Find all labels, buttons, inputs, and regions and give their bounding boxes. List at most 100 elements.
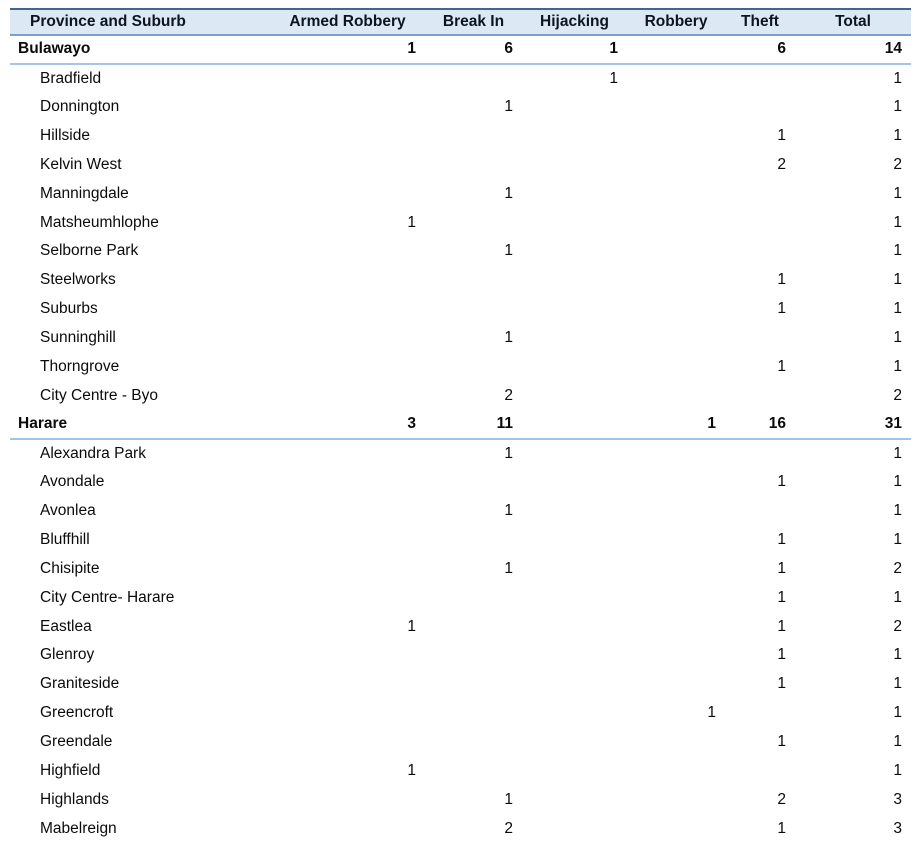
cell-robbery[interactable] (627, 641, 725, 670)
cell-armed_robbery[interactable]: 1 (407, 213, 416, 231)
cell-break_in[interactable]: 1 (504, 329, 513, 347)
cell-armed_robbery[interactable] (270, 583, 425, 612)
cell-total[interactable]: 1 (893, 473, 902, 491)
cell-total[interactable]: 2 (893, 617, 902, 635)
cell-armed_robbery[interactable] (270, 237, 425, 266)
cell-robbery[interactable]: 1 (707, 704, 716, 722)
cell-hijacking[interactable] (522, 295, 627, 324)
cell-hijacking[interactable] (522, 352, 627, 381)
suburb-label[interactable]: Suburbs (40, 300, 98, 318)
cell-hijacking[interactable] (522, 266, 627, 295)
suburb-label[interactable]: Graniteside (40, 675, 120, 693)
cell-total[interactable]: 1 (893, 531, 902, 549)
cell-hijacking[interactable]: 1 (609, 69, 618, 87)
suburb-label[interactable]: Selborne Park (40, 242, 139, 260)
cell-hijacking[interactable] (522, 324, 627, 353)
cell-robbery[interactable] (627, 554, 725, 583)
cell-robbery[interactable] (627, 35, 725, 65)
cell-robbery[interactable] (627, 670, 725, 699)
cell-break_in[interactable]: 6 (425, 35, 522, 65)
province-label[interactable]: Bulawayo (10, 35, 270, 65)
cell-total[interactable]: 3 (893, 819, 902, 837)
cell-robbery[interactable]: 1 (627, 410, 725, 441)
cell-armed_robbery[interactable] (270, 670, 425, 699)
cell-armed_robbery[interactable] (270, 295, 425, 324)
cell-armed_robbery[interactable] (270, 554, 425, 583)
cell-break_in[interactable] (425, 150, 522, 179)
cell-robbery[interactable] (627, 237, 725, 266)
cell-robbery[interactable] (627, 179, 725, 208)
cell-robbery[interactable] (627, 93, 725, 122)
cell-break_in[interactable]: 2 (504, 819, 513, 837)
cell-total[interactable]: 2 (893, 386, 902, 404)
cell-robbery[interactable] (627, 122, 725, 151)
cell-theft[interactable]: 1 (777, 531, 786, 549)
cell-theft[interactable] (725, 699, 795, 728)
cell-robbery[interactable] (627, 295, 725, 324)
cell-theft[interactable]: 16 (725, 410, 795, 441)
cell-theft[interactable]: 1 (777, 617, 786, 635)
cell-armed_robbery[interactable] (270, 728, 425, 757)
cell-robbery[interactable] (627, 150, 725, 179)
cell-hijacking[interactable] (522, 814, 627, 843)
cell-armed_robbery[interactable]: 3 (270, 410, 425, 441)
cell-break_in[interactable]: 1 (504, 559, 513, 577)
cell-break_in[interactable] (425, 526, 522, 555)
suburb-label[interactable]: Avondale (40, 473, 105, 491)
cell-theft[interactable] (725, 381, 795, 410)
cell-hijacking[interactable] (522, 670, 627, 699)
header-province-and-suburb[interactable]: Province and Suburb (10, 8, 270, 36)
cell-total[interactable]: 1 (893, 98, 902, 116)
cell-total[interactable]: 14 (795, 35, 911, 65)
cell-robbery[interactable] (627, 497, 725, 526)
cell-total[interactable]: 1 (893, 242, 902, 260)
cell-theft[interactable] (725, 497, 795, 526)
cell-total[interactable]: 1 (893, 733, 902, 751)
cell-total[interactable]: 1 (893, 761, 902, 779)
cell-armed_robbery[interactable] (270, 352, 425, 381)
cell-total[interactable]: 1 (893, 271, 902, 289)
cell-theft[interactable] (725, 64, 795, 93)
cell-hijacking[interactable] (522, 728, 627, 757)
cell-robbery[interactable] (627, 785, 725, 814)
suburb-label[interactable]: Highfield (40, 761, 101, 779)
cell-break_in[interactable] (425, 266, 522, 295)
suburb-label[interactable]: Greencroft (40, 704, 114, 722)
cell-break_in[interactable] (425, 699, 522, 728)
cell-armed_robbery[interactable] (270, 150, 425, 179)
cell-total[interactable]: 1 (893, 704, 902, 722)
cell-robbery[interactable] (627, 381, 725, 410)
cell-hijacking[interactable] (522, 122, 627, 151)
suburb-label[interactable]: Manningdale (40, 184, 129, 202)
cell-hijacking[interactable] (522, 150, 627, 179)
cell-break_in[interactable]: 11 (425, 410, 522, 441)
cell-armed_robbery[interactable] (270, 699, 425, 728)
cell-robbery[interactable] (627, 583, 725, 612)
cell-robbery[interactable] (627, 352, 725, 381)
suburb-label[interactable]: Hillside (40, 127, 90, 144)
cell-break_in[interactable]: 1 (504, 444, 513, 462)
cell-hijacking[interactable] (522, 381, 627, 410)
cell-hijacking[interactable] (522, 208, 627, 237)
cell-theft[interactable]: 1 (777, 588, 786, 606)
cell-break_in[interactable]: 2 (504, 386, 513, 404)
cell-robbery[interactable] (627, 324, 725, 353)
cell-break_in[interactable] (425, 295, 522, 324)
suburb-label[interactable]: Chisipite (40, 559, 100, 577)
cell-theft[interactable]: 1 (777, 733, 786, 751)
cell-total[interactable]: 1 (893, 675, 902, 693)
suburb-label[interactable]: Thorngrove (40, 357, 120, 375)
cell-armed_robbery[interactable] (270, 324, 425, 353)
suburb-label[interactable]: Sunninghill (40, 329, 116, 347)
cell-theft[interactable]: 1 (777, 473, 786, 491)
cell-hijacking[interactable] (522, 612, 627, 641)
cell-robbery[interactable] (627, 756, 725, 785)
suburb-label[interactable]: Highlands (40, 790, 109, 808)
cell-armed_robbery[interactable] (270, 93, 425, 122)
cell-total[interactable]: 1 (893, 357, 902, 375)
cell-break_in[interactable]: 1 (504, 790, 513, 808)
cell-hijacking[interactable] (522, 554, 627, 583)
header-robbery[interactable]: Robbery (627, 8, 725, 36)
cell-armed_robbery[interactable] (270, 439, 425, 468)
cell-total[interactable]: 1 (893, 127, 902, 144)
